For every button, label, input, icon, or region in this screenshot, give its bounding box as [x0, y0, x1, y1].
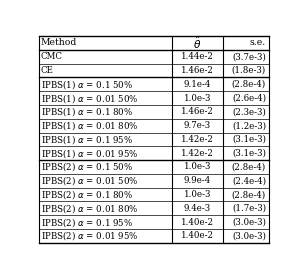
Text: (2.4e-4): (2.4e-4) — [232, 176, 266, 185]
Text: 1.44e-2: 1.44e-2 — [181, 52, 214, 61]
Text: (2.6e-4): (2.6e-4) — [232, 94, 266, 102]
Text: $\hat{\theta}$: $\hat{\theta}$ — [193, 35, 202, 51]
Text: IPBS(2) $\alpha$ = 0.1 95%: IPBS(2) $\alpha$ = 0.1 95% — [40, 216, 133, 229]
Text: (2.8e-4): (2.8e-4) — [232, 80, 266, 89]
Text: IPBS(1) $\alpha$ = 0.1 95%: IPBS(1) $\alpha$ = 0.1 95% — [40, 133, 133, 146]
Text: (3.0e-3): (3.0e-3) — [232, 218, 266, 227]
Text: 9.4e-3: 9.4e-3 — [184, 204, 211, 213]
Text: (2.8e-4): (2.8e-4) — [232, 162, 266, 172]
Text: 1.40e-2: 1.40e-2 — [181, 218, 214, 227]
Text: Method: Method — [40, 38, 77, 47]
Text: 9.7e-3: 9.7e-3 — [184, 121, 211, 130]
Text: CE: CE — [40, 66, 53, 75]
Text: (1.8e-3): (1.8e-3) — [232, 66, 266, 75]
Text: s.e.: s.e. — [250, 38, 266, 47]
Text: IPBS(2) $\alpha$ = 0.01 80%: IPBS(2) $\alpha$ = 0.01 80% — [40, 202, 138, 215]
Text: 1.0e-3: 1.0e-3 — [184, 162, 211, 172]
Text: (3.0e-3): (3.0e-3) — [232, 232, 266, 240]
Text: 1.46e-2: 1.46e-2 — [181, 66, 214, 75]
Text: 1.40e-2: 1.40e-2 — [181, 232, 214, 240]
Text: (3.1e-3): (3.1e-3) — [232, 135, 266, 144]
Text: (2.3e-3): (2.3e-3) — [232, 107, 266, 116]
Text: 9.9e-4: 9.9e-4 — [184, 176, 211, 185]
Text: 1.0e-3: 1.0e-3 — [184, 190, 211, 199]
Text: 1.42e-2: 1.42e-2 — [181, 135, 214, 144]
Text: IPBS(2) $\alpha$ = 0.01 95%: IPBS(2) $\alpha$ = 0.01 95% — [40, 229, 138, 242]
Text: 1.0e-3: 1.0e-3 — [184, 94, 211, 102]
Text: IPBS(1) $\alpha$ = 0.01 95%: IPBS(1) $\alpha$ = 0.01 95% — [40, 147, 138, 160]
Text: IPBS(1) $\alpha$ = 0.01 80%: IPBS(1) $\alpha$ = 0.01 80% — [40, 119, 138, 132]
Text: IPBS(1) $\alpha$ = 0.1 80%: IPBS(1) $\alpha$ = 0.1 80% — [40, 105, 133, 118]
Text: IPBS(2) $\alpha$ = 0.01 50%: IPBS(2) $\alpha$ = 0.01 50% — [40, 174, 138, 187]
Text: (2.8e-4): (2.8e-4) — [232, 190, 266, 199]
Text: 9.1e-4: 9.1e-4 — [184, 80, 211, 89]
Text: IPBS(1) $\alpha$ = 0.1 50%: IPBS(1) $\alpha$ = 0.1 50% — [40, 78, 133, 91]
Text: IPBS(1) $\alpha$ = 0.01 50%: IPBS(1) $\alpha$ = 0.01 50% — [40, 92, 138, 105]
Text: CMC: CMC — [40, 52, 62, 61]
Text: (3.7e-3): (3.7e-3) — [232, 52, 266, 61]
Text: 1.46e-2: 1.46e-2 — [181, 107, 214, 116]
Text: (1.7e-3): (1.7e-3) — [232, 204, 266, 213]
Text: IPBS(2) $\alpha$ = 0.1 50%: IPBS(2) $\alpha$ = 0.1 50% — [40, 161, 133, 173]
Text: (3.1e-3): (3.1e-3) — [232, 149, 266, 158]
Text: IPBS(2) $\alpha$ = 0.1 80%: IPBS(2) $\alpha$ = 0.1 80% — [40, 188, 133, 201]
Text: 1.42e-2: 1.42e-2 — [181, 149, 214, 158]
Text: (1.2e-3): (1.2e-3) — [232, 121, 266, 130]
